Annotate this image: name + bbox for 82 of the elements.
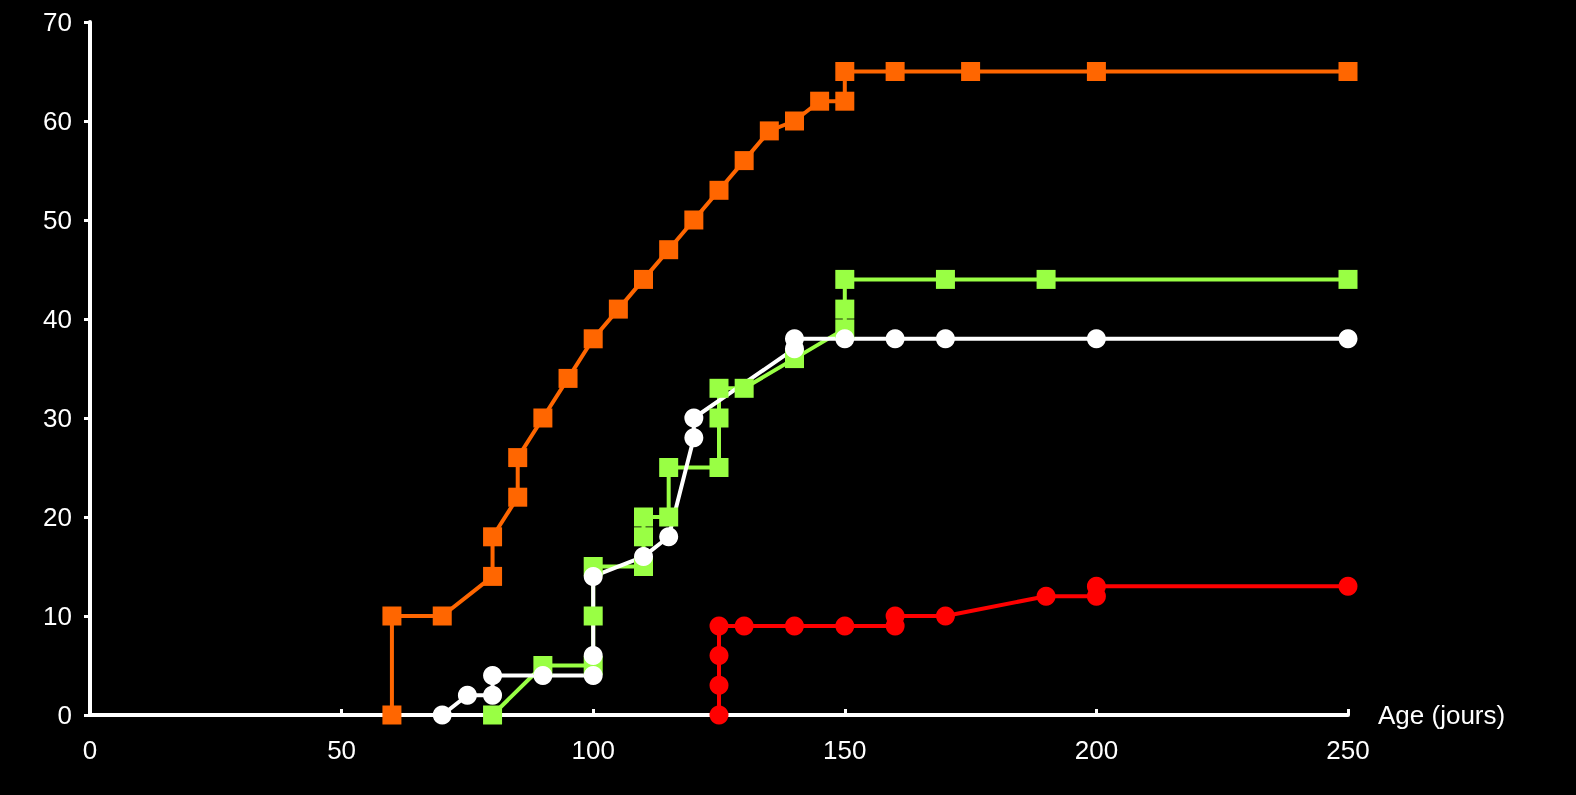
point <box>709 675 729 695</box>
point <box>885 62 905 81</box>
point <box>533 408 553 428</box>
point <box>734 616 754 636</box>
point <box>709 616 729 636</box>
y-tick-label: 20 <box>43 502 72 532</box>
point <box>457 685 477 705</box>
point <box>382 705 402 725</box>
point <box>634 547 654 567</box>
point <box>961 62 981 81</box>
x-tick-label: 0 <box>82 735 98 765</box>
point <box>432 705 452 725</box>
point <box>709 705 729 725</box>
point <box>1086 329 1106 349</box>
point <box>709 646 729 666</box>
point <box>810 91 830 111</box>
point <box>634 507 654 527</box>
point <box>1338 576 1358 596</box>
point <box>558 368 578 388</box>
point <box>935 329 955 349</box>
point <box>659 458 679 477</box>
point <box>1036 586 1056 606</box>
point <box>1338 62 1358 81</box>
point <box>583 566 603 586</box>
point <box>835 91 855 111</box>
point <box>935 269 955 289</box>
y-tick-label: 10 <box>43 601 72 631</box>
point <box>432 606 452 626</box>
point <box>659 527 679 547</box>
point <box>1338 269 1358 289</box>
point <box>1036 269 1056 289</box>
point <box>583 329 603 349</box>
point <box>835 329 855 349</box>
point <box>483 527 503 547</box>
point <box>659 507 679 527</box>
y-tick-label: 40 <box>43 304 72 334</box>
point <box>583 665 603 685</box>
point <box>709 378 729 398</box>
x-tick-label: 250 <box>1326 735 1370 765</box>
x-tick-label: 50 <box>327 735 357 765</box>
y-tick-label: 50 <box>43 205 72 235</box>
point <box>583 606 603 626</box>
point <box>483 665 503 685</box>
point <box>483 685 503 705</box>
point <box>835 299 855 319</box>
point <box>634 527 654 547</box>
point <box>1338 329 1358 349</box>
point <box>684 428 704 448</box>
point <box>382 606 402 626</box>
point <box>684 210 704 230</box>
point <box>935 606 955 626</box>
y-tick-label: 30 <box>43 403 72 433</box>
point <box>608 299 628 319</box>
point <box>709 180 729 200</box>
x-tick-label: 200 <box>1074 735 1119 765</box>
point <box>835 269 855 289</box>
point <box>835 62 855 81</box>
point <box>684 408 704 428</box>
point <box>734 378 754 398</box>
y-tick-label: 0 <box>57 700 72 730</box>
point <box>835 616 855 636</box>
point <box>659 240 679 260</box>
point <box>634 269 654 289</box>
x-tick-label: 150 <box>823 735 867 765</box>
point <box>734 151 754 171</box>
point <box>1086 62 1106 81</box>
point <box>508 448 528 468</box>
point <box>785 616 804 636</box>
y-tick-label: 70 <box>43 7 72 37</box>
y-tick-label: 60 <box>43 106 72 136</box>
x-axis-title: Age (jours) <box>1378 700 1506 730</box>
point <box>483 566 503 586</box>
point <box>759 121 779 141</box>
point <box>709 408 729 428</box>
point <box>533 665 553 685</box>
point <box>508 487 528 507</box>
point <box>709 458 729 477</box>
point <box>483 705 503 725</box>
point <box>784 111 804 131</box>
x-tick-label: 100 <box>571 735 615 765</box>
point <box>583 646 603 666</box>
point <box>885 329 905 349</box>
